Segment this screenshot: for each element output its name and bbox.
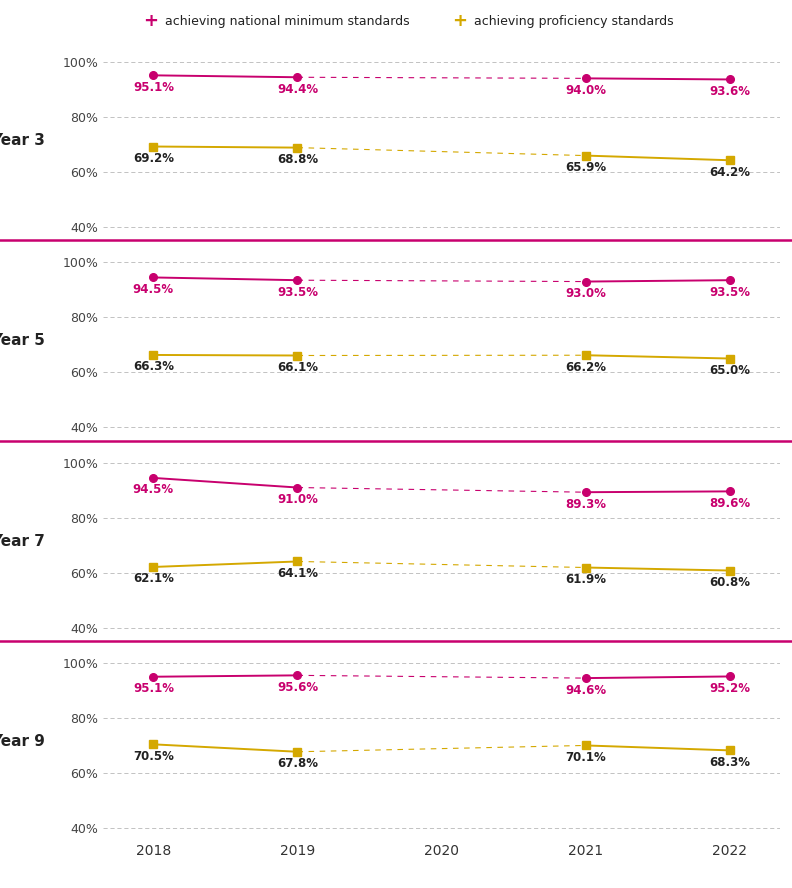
Text: 65.0%: 65.0% xyxy=(709,364,750,377)
Text: 95.1%: 95.1% xyxy=(133,682,174,695)
Text: 68.8%: 68.8% xyxy=(277,153,318,166)
Text: 60.8%: 60.8% xyxy=(709,576,750,589)
Text: 93.5%: 93.5% xyxy=(709,286,750,298)
Text: achieving proficiency standards: achieving proficiency standards xyxy=(474,15,673,28)
Text: Year 5: Year 5 xyxy=(0,333,45,348)
Text: 94.0%: 94.0% xyxy=(565,83,606,97)
Text: 61.9%: 61.9% xyxy=(565,573,606,586)
Text: 93.0%: 93.0% xyxy=(565,287,606,300)
Text: 70.1%: 70.1% xyxy=(565,751,606,764)
Text: 94.5%: 94.5% xyxy=(133,283,174,296)
Text: 66.3%: 66.3% xyxy=(133,361,174,374)
Text: 62.1%: 62.1% xyxy=(133,573,173,585)
Text: 89.3%: 89.3% xyxy=(565,497,606,511)
Text: 66.1%: 66.1% xyxy=(277,361,318,374)
Text: 94.6%: 94.6% xyxy=(565,684,606,696)
Text: 70.5%: 70.5% xyxy=(133,749,173,763)
Text: 67.8%: 67.8% xyxy=(277,757,318,770)
Text: 65.9%: 65.9% xyxy=(565,161,606,174)
Text: +: + xyxy=(452,12,466,30)
Text: Year 9: Year 9 xyxy=(0,734,45,749)
Text: 64.2%: 64.2% xyxy=(709,166,750,178)
Text: 95.2%: 95.2% xyxy=(709,682,750,695)
Text: +: + xyxy=(143,12,158,30)
Text: 89.6%: 89.6% xyxy=(709,497,750,510)
Text: 93.5%: 93.5% xyxy=(277,286,318,298)
Text: 69.2%: 69.2% xyxy=(133,152,174,165)
Text: 94.5%: 94.5% xyxy=(133,483,174,496)
Text: 93.6%: 93.6% xyxy=(709,85,750,98)
Text: Year 3: Year 3 xyxy=(0,132,45,147)
Text: 64.1%: 64.1% xyxy=(277,567,318,580)
Text: 95.6%: 95.6% xyxy=(277,681,318,694)
Text: 66.2%: 66.2% xyxy=(565,361,606,374)
Text: 91.0%: 91.0% xyxy=(277,493,318,506)
Text: 95.1%: 95.1% xyxy=(133,81,174,94)
Text: 94.4%: 94.4% xyxy=(277,83,318,96)
Text: achieving national minimum standards: achieving national minimum standards xyxy=(165,15,409,28)
Text: Year 7: Year 7 xyxy=(0,534,45,549)
Text: 68.3%: 68.3% xyxy=(709,756,750,769)
